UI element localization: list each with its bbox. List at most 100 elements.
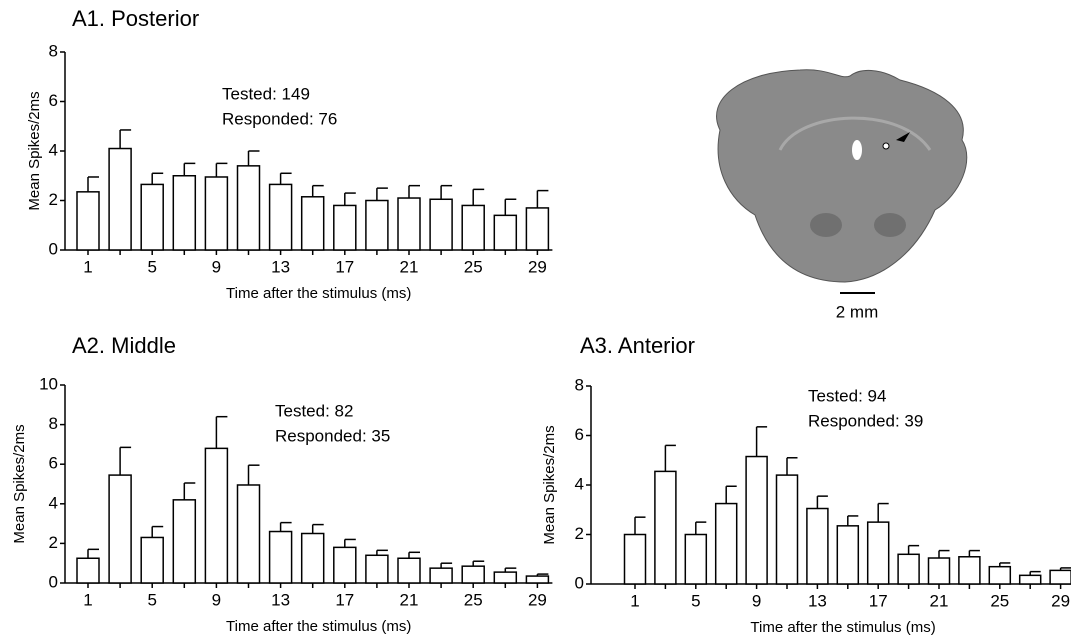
x-tick-label: 13 xyxy=(271,257,290,276)
bar xyxy=(525,207,550,251)
bar xyxy=(204,176,229,251)
x-tick-label: 29 xyxy=(1051,591,1070,610)
bar xyxy=(927,557,951,585)
bar xyxy=(365,199,389,251)
y-tick-label: 6 xyxy=(49,91,58,110)
x-axis-label: Time after the stimulus (ms) xyxy=(226,285,411,302)
annotation: Tested: 149 xyxy=(222,84,310,103)
x-tick-label: 25 xyxy=(464,257,483,276)
annotation: Responded: 76 xyxy=(222,109,337,128)
x-tick-label: 25 xyxy=(990,591,1009,610)
y-tick-label: 2 xyxy=(575,524,584,543)
section-texture xyxy=(874,213,906,237)
bar xyxy=(836,525,860,585)
bar xyxy=(76,557,100,584)
bar xyxy=(988,565,1012,585)
x-tick-label: 17 xyxy=(869,591,888,610)
x-tick-label: 9 xyxy=(752,591,761,610)
chart-title: A3. Anterior xyxy=(580,333,695,358)
x-tick-label: 21 xyxy=(400,257,419,276)
bar xyxy=(300,532,325,584)
bar xyxy=(1049,569,1071,585)
bar xyxy=(745,455,768,585)
bar xyxy=(897,553,920,585)
bar xyxy=(236,484,261,584)
y-tick-label: 8 xyxy=(575,375,584,394)
bar xyxy=(429,198,453,251)
bar xyxy=(140,183,164,251)
bar xyxy=(684,533,708,585)
x-tick-label: 29 xyxy=(528,590,547,609)
bar xyxy=(806,507,829,585)
x-tick-label: 9 xyxy=(212,257,221,276)
chart: A1. Posterior Mean Spikes/2ms Tested: 149 R… xyxy=(26,6,553,302)
bar xyxy=(333,204,357,251)
x-tick-label: 17 xyxy=(335,590,354,609)
bar xyxy=(268,530,293,584)
chart: A2. Middle Mean Spikes/2ms Tested: 82 Respo… xyxy=(11,333,553,635)
bar xyxy=(1018,574,1042,585)
x-axis-label: Time after the stimulus (ms) xyxy=(750,619,935,636)
x-tick-label: 9 xyxy=(212,590,221,609)
x-tick-label: 5 xyxy=(147,590,156,609)
scale-bar-label: 2 mm xyxy=(836,302,879,321)
x-tick-label: 29 xyxy=(528,257,547,276)
bar xyxy=(958,556,981,585)
bar xyxy=(76,191,100,251)
bar xyxy=(268,183,293,251)
bar xyxy=(204,447,229,584)
y-tick-label: 4 xyxy=(49,493,58,512)
brain-section: 2 mm xyxy=(716,69,968,321)
y-tick-label: 0 xyxy=(49,239,58,258)
x-tick-label: 21 xyxy=(930,591,949,610)
lesion xyxy=(882,142,890,150)
x-tick-label: 13 xyxy=(808,591,827,610)
annotation: Tested: 82 xyxy=(275,401,353,420)
section-texture xyxy=(810,213,842,237)
bar xyxy=(623,533,647,585)
bar xyxy=(300,196,325,251)
section-texture xyxy=(778,116,932,151)
x-tick-label: 5 xyxy=(691,591,700,610)
x-axis-label: Time after the stimulus (ms) xyxy=(226,618,411,635)
bar xyxy=(775,474,799,585)
y-tick-label: 8 xyxy=(49,414,58,433)
chart-title: A2. Middle xyxy=(72,333,176,358)
y-axis-label: Mean Spikes/2ms xyxy=(541,425,558,544)
annotation: Responded: 39 xyxy=(808,411,923,430)
annotation: Responded: 35 xyxy=(275,426,390,445)
bar xyxy=(493,214,518,251)
bar xyxy=(172,499,197,584)
bar xyxy=(397,197,421,251)
y-axis-label: Mean Spikes/2ms xyxy=(26,91,43,210)
x-tick-label: 1 xyxy=(83,257,92,276)
x-tick-label: 21 xyxy=(400,590,419,609)
bar xyxy=(429,567,453,584)
x-tick-label: 13 xyxy=(271,590,290,609)
y-tick-label: 2 xyxy=(49,190,58,209)
y-tick-label: 2 xyxy=(49,533,58,552)
y-tick-label: 0 xyxy=(575,573,584,592)
bar xyxy=(333,546,357,584)
y-tick-label: 4 xyxy=(49,140,58,159)
bar xyxy=(172,175,197,251)
y-tick-label: 6 xyxy=(49,454,58,473)
bar xyxy=(108,147,132,251)
bar xyxy=(654,470,677,585)
x-tick-label: 1 xyxy=(630,591,639,610)
y-tick-label: 10 xyxy=(39,374,58,393)
bar xyxy=(461,565,485,584)
bar xyxy=(493,571,518,584)
ventricle xyxy=(852,140,862,160)
chart: A3. Anterior Mean Spikes/2ms Tested: 94 Res… xyxy=(541,333,1071,636)
annotation: Tested: 94 xyxy=(808,386,886,405)
y-axis-label: Mean Spikes/2ms xyxy=(11,424,28,543)
bar xyxy=(714,502,738,585)
x-tick-label: 1 xyxy=(83,590,92,609)
y-tick-label: 0 xyxy=(49,572,58,591)
chart-title: A1. Posterior xyxy=(72,6,199,31)
bar xyxy=(397,557,421,584)
y-tick-label: 4 xyxy=(575,474,584,493)
